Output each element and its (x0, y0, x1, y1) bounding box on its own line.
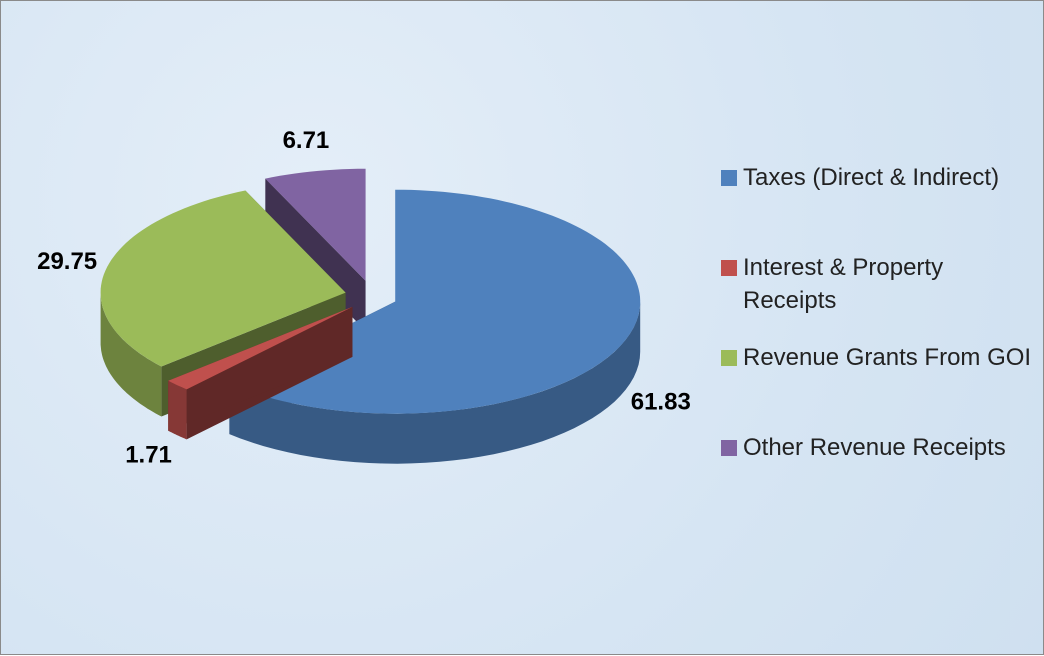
slice-top (168, 306, 353, 390)
legend-entry: Interest & Property Receipts (721, 251, 1041, 341)
legend-entry: Revenue Grants From GOI (721, 341, 1041, 431)
data-label: 29.75 (37, 248, 97, 275)
legend-entry: Taxes (Direct & Indirect) (721, 161, 1041, 251)
data-label: 61.83 (631, 389, 691, 416)
data-label: 6.71 (283, 127, 330, 154)
legend-label: Revenue Grants From GOI (743, 344, 1032, 371)
slice-side (168, 306, 353, 431)
legend-swatch (721, 260, 737, 276)
legend-swatch (721, 170, 737, 186)
data-label: 1.71 (125, 441, 172, 468)
legend-swatch (721, 440, 737, 456)
legend: Taxes (Direct & Indirect) Interest & Prop… (721, 161, 1041, 521)
slice (168, 306, 353, 440)
slice-top (265, 168, 366, 281)
slice-top (100, 190, 346, 367)
slice-wall (229, 301, 641, 464)
legend-label: Other Revenue Receipts (743, 434, 1006, 461)
legend-entry: Other Revenue Receipts (721, 431, 1041, 521)
legend-label: Interest & Property Receipts (743, 254, 944, 314)
legend-swatch (721, 350, 737, 366)
slice-wall (168, 380, 187, 440)
legend-label: Taxes (Direct & Indirect) (743, 164, 1000, 191)
slice-wall (100, 292, 162, 417)
